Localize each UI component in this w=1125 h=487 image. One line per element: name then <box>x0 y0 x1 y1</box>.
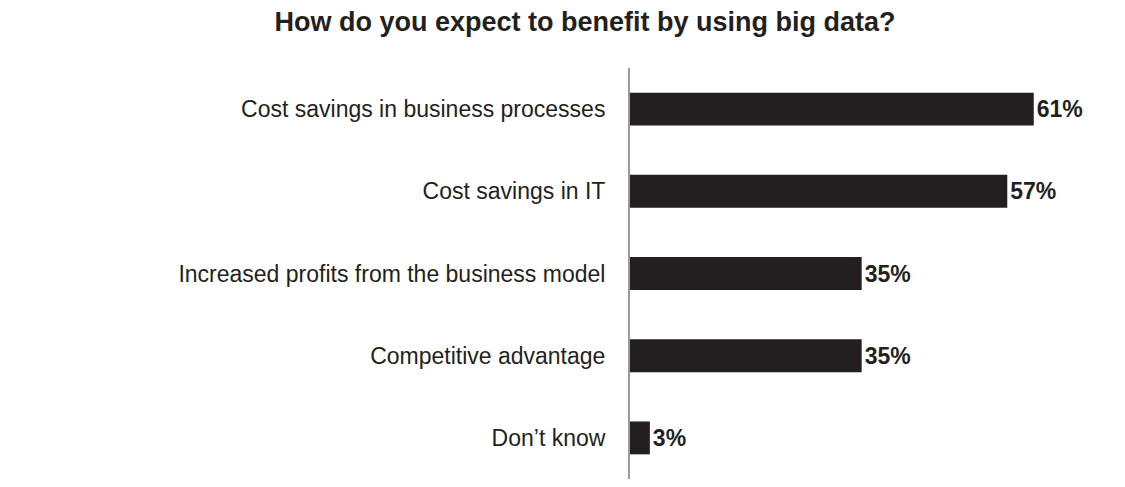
svg-text:Don’t know: Don’t know <box>492 425 606 451</box>
svg-text:61%: 61% <box>1037 96 1083 122</box>
svg-text:35%: 35% <box>865 343 911 369</box>
svg-text:Increased profits from the bus: Increased profits from the business mode… <box>178 261 605 287</box>
svg-text:How do you expect to benefit b: How do you expect to benefit by using bi… <box>274 7 895 37</box>
svg-text:57%: 57% <box>1010 178 1056 204</box>
svg-text:Cost savings in IT: Cost savings in IT <box>423 178 606 204</box>
svg-text:Competitive advantage: Competitive advantage <box>370 343 605 369</box>
svg-text:3%: 3% <box>653 425 686 451</box>
svg-text:35%: 35% <box>865 261 911 287</box>
svg-text:Cost savings in business proce: Cost savings in business processes <box>241 96 605 122</box>
